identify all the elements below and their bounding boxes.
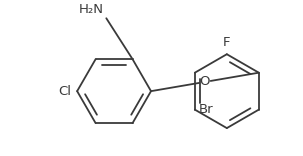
Text: H₂N: H₂N	[78, 3, 103, 16]
Text: Br: Br	[199, 103, 213, 116]
Text: O: O	[200, 75, 210, 88]
Text: F: F	[223, 36, 231, 49]
Text: Cl: Cl	[58, 85, 71, 98]
